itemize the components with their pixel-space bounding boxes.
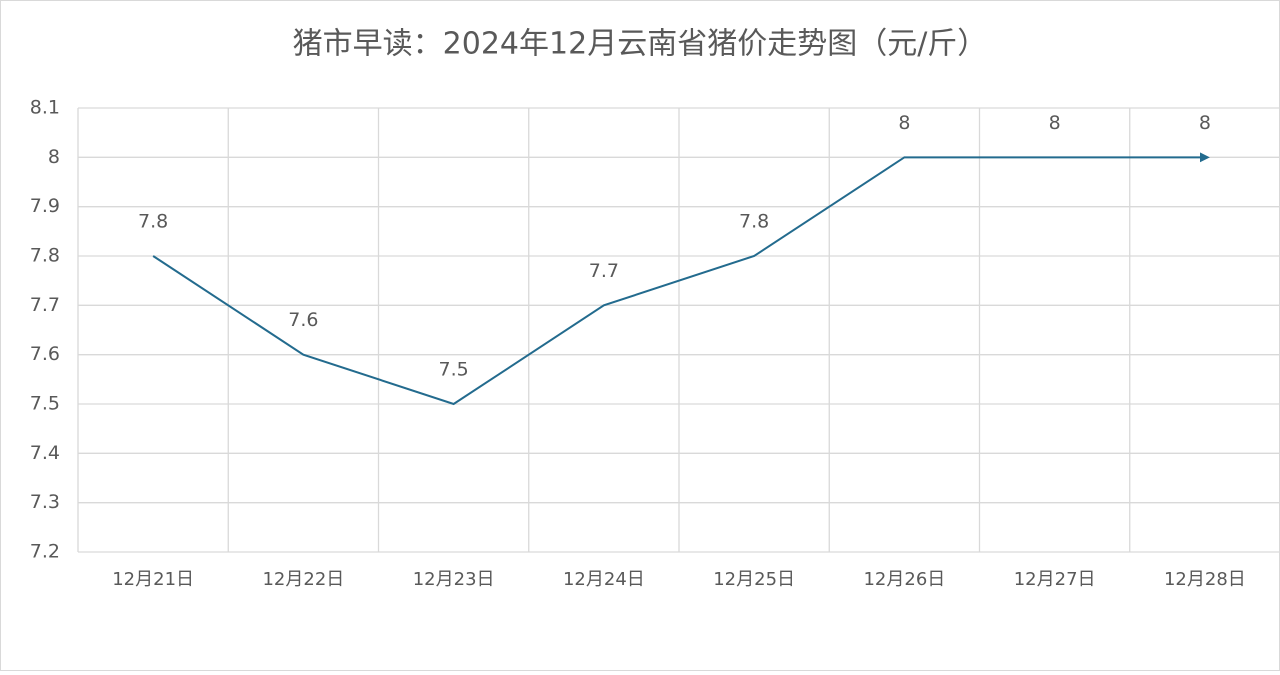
y-tick-label: 7.9: [30, 195, 60, 217]
chart-title: 猪市早读：2024年12月云南省猪价走势图（元/斤）: [293, 27, 988, 62]
data-label: 7.8: [138, 211, 168, 233]
data-label: 8: [1049, 112, 1061, 134]
x-tick-label: 12月24日: [563, 569, 645, 590]
y-tick-label: 8: [48, 146, 60, 168]
data-label: 7.6: [288, 309, 318, 331]
y-tick-label: 7.2: [30, 541, 60, 563]
data-label: 8: [1199, 112, 1211, 134]
x-tick-label: 12月21日: [112, 569, 194, 590]
x-tick-label: 12月26日: [863, 569, 945, 590]
y-tick-label: 7.8: [30, 245, 60, 267]
y-tick-label: 7.7: [30, 294, 60, 316]
data-label: 7.5: [439, 359, 469, 381]
data-label: 7.8: [739, 211, 769, 233]
x-tick-label: 12月28日: [1164, 569, 1246, 590]
y-tick-label: 7.6: [30, 343, 60, 365]
y-tick-label: 7.4: [30, 442, 60, 464]
x-tick-label: 12月25日: [713, 569, 795, 590]
x-tick-label: 12月27日: [1014, 569, 1096, 590]
data-label: 8: [898, 112, 910, 134]
y-tick-label: 8.1: [30, 97, 60, 119]
y-tick-label: 7.3: [30, 491, 60, 513]
x-tick-label: 12月23日: [413, 569, 495, 590]
x-tick-label: 12月22日: [262, 569, 344, 590]
data-label: 7.7: [589, 260, 619, 282]
y-tick-label: 7.5: [30, 393, 60, 415]
line: [152, 152, 1210, 406]
